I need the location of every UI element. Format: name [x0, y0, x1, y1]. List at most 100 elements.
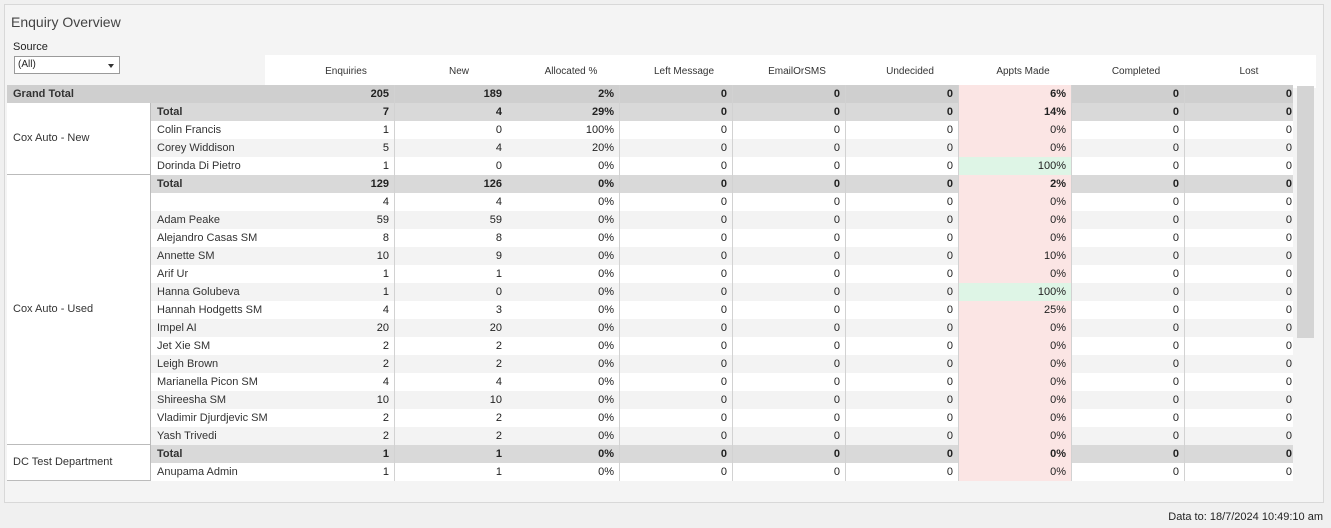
value-cell: 0%: [959, 391, 1072, 409]
value-cell: 0: [1072, 157, 1185, 175]
value-cell: 2%: [507, 85, 620, 103]
table-row: Annette SM 10 9 0% 0 0 0 10% 0 0: [7, 247, 1293, 265]
value-cell: 0: [846, 337, 959, 355]
value-cell: 1: [282, 445, 395, 463]
value-cell: 0: [846, 157, 959, 175]
value-cell: 0: [1185, 121, 1293, 139]
value-cell: 0: [1072, 463, 1185, 481]
value-cell: 4: [282, 373, 395, 391]
value-cell: 0%: [959, 337, 1072, 355]
value-cell: 0%: [959, 427, 1072, 445]
value-cell: 0%: [507, 283, 620, 301]
row-label: Annette SM: [151, 247, 282, 265]
table-row: Adam Peake 59 59 0% 0 0 0 0% 0 0: [7, 211, 1293, 229]
group-label-cell: Cox Auto - Used: [7, 175, 151, 445]
group-label: Cox Auto - Used: [13, 303, 94, 315]
value-cell: 0: [1072, 283, 1185, 301]
value-cell: 0: [846, 121, 959, 139]
value-cell: 2: [282, 409, 395, 427]
value-cell: 0: [620, 211, 733, 229]
row-label: Shireesha SM: [151, 391, 282, 409]
value-cell: 2%: [959, 175, 1072, 193]
group-total-row: Total 1 1 0% 0 0 0 0% 0 0: [7, 445, 1293, 463]
value-cell: 0: [846, 355, 959, 373]
value-cell: 4: [395, 193, 508, 211]
value-cell: 0: [1072, 391, 1185, 409]
value-cell: 0: [733, 319, 846, 337]
group-label: Cox Auto - New: [13, 132, 90, 144]
value-cell: 4: [282, 193, 395, 211]
value-cell: 0: [1072, 373, 1185, 391]
value-cell: 0%: [507, 373, 620, 391]
value-cell: 10: [395, 391, 508, 409]
value-cell: 0: [620, 265, 733, 283]
value-cell: 0%: [959, 319, 1072, 337]
value-cell: 0: [1072, 337, 1185, 355]
value-cell: 0: [1185, 373, 1293, 391]
value-cell: 10%: [959, 247, 1072, 265]
value-cell: 100%: [507, 121, 620, 139]
value-cell: 2: [282, 427, 395, 445]
value-cell: 0%: [959, 229, 1072, 247]
column-header[interactable]: EmailOrSMS: [768, 66, 826, 77]
value-cell: 10: [282, 247, 395, 265]
column-header[interactable]: New: [448, 66, 469, 77]
value-cell: 0: [1185, 391, 1293, 409]
value-cell: 0: [1072, 103, 1185, 121]
group-total-row: Total 129 126 0% 0 0 0 2% 0 0: [7, 175, 1293, 193]
value-cell: 0: [733, 427, 846, 445]
value-cell: 0: [1185, 265, 1293, 283]
column-header[interactable]: Enquiries: [325, 66, 367, 77]
value-cell: 9: [395, 247, 508, 265]
value-cell: 0: [846, 265, 959, 283]
value-cell: 0: [620, 427, 733, 445]
value-cell: 0: [395, 283, 508, 301]
grand-total-row: Grand Total 205 189 2% 0 0 0 6% 0 0: [7, 85, 1293, 103]
table-row: Impel AI 20 20 0% 0 0 0 0% 0 0: [7, 319, 1293, 337]
value-cell: 1: [282, 121, 395, 139]
value-cell: 0: [620, 175, 733, 193]
value-cell: 0: [620, 85, 733, 103]
value-cell: 0: [733, 283, 846, 301]
value-cell: 0: [733, 337, 846, 355]
source-filter-dropdown[interactable]: (All): [14, 56, 120, 74]
table-row: Alejandro Casas SM 8 8 0% 0 0 0 0% 0 0: [7, 229, 1293, 247]
data-timestamp: Data to: 18/7/2024 10:49:10 am: [1168, 511, 1323, 523]
column-header[interactable]: Appts Made: [996, 66, 1050, 77]
column-header[interactable]: Lost: [1239, 66, 1259, 77]
value-cell: 0: [733, 355, 846, 373]
value-cell: 0: [620, 319, 733, 337]
value-cell: 0: [1185, 247, 1293, 265]
value-cell: 0: [1072, 247, 1185, 265]
value-cell: 0: [733, 229, 846, 247]
value-cell: 0%: [507, 409, 620, 427]
value-cell: 8: [282, 229, 395, 247]
value-cell: 10: [282, 391, 395, 409]
total-label: Total: [151, 175, 282, 193]
value-cell: 0: [1072, 229, 1185, 247]
column-header[interactable]: Left Message: [653, 66, 715, 77]
table-row: Shireesha SM 10 10 0% 0 0 0 0% 0 0: [7, 391, 1293, 409]
column-header[interactable]: Completed: [1111, 66, 1161, 77]
value-cell: 2: [395, 337, 508, 355]
value-cell: 0: [733, 103, 846, 121]
table-row: Leigh Brown 2 2 0% 0 0 0 0% 0 0: [7, 355, 1293, 373]
value-cell: 0%: [959, 355, 1072, 373]
column-header[interactable]: Undecided: [886, 66, 934, 77]
column-header[interactable]: Allocated %: [544, 66, 598, 77]
value-cell: 1: [395, 463, 508, 481]
value-cell: 29%: [507, 103, 620, 121]
value-cell: 0%: [507, 463, 620, 481]
value-cell: 0: [846, 445, 959, 463]
table-row: Jet Xie SM 2 2 0% 0 0 0 0% 0 0: [7, 337, 1293, 355]
table-row: Dorinda Di Pietro 1 0 0% 0 0 0 100% 0 0: [7, 157, 1293, 175]
value-cell: 2: [395, 409, 508, 427]
value-cell: 0: [846, 373, 959, 391]
table-row: Hannah Hodgetts SM 4 3 0% 0 0 0 25% 0 0: [7, 301, 1293, 319]
value-cell: 0%: [959, 463, 1072, 481]
value-cell: 0: [846, 319, 959, 337]
row-label: Colin Francis: [151, 121, 282, 139]
table-row: Arif Ur 1 1 0% 0 0 0 0% 0 0: [7, 265, 1293, 283]
vertical-scrollbar[interactable]: [1297, 86, 1314, 338]
value-cell: 8: [395, 229, 508, 247]
